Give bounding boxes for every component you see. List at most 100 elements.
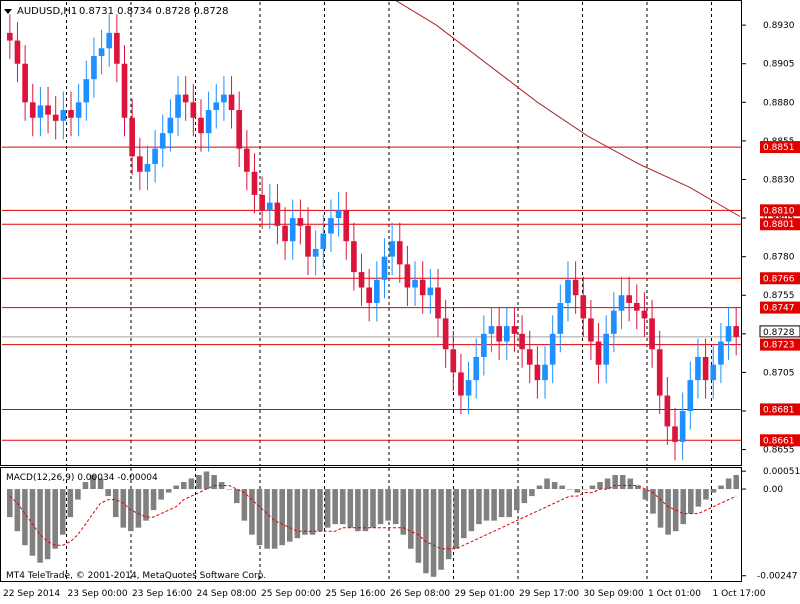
y-tick-label: 0.8905 xyxy=(763,60,795,70)
bull-candle xyxy=(679,410,686,442)
level-tag-label: 0.8747 xyxy=(763,304,795,314)
y-tick-label: 0.8880 xyxy=(763,98,795,108)
dropdown-triangle-icon[interactable] xyxy=(4,9,12,14)
bear-candle xyxy=(580,295,587,319)
level-tag-label: 0.8810 xyxy=(763,206,795,216)
x-tick-label: 30 Sep 09:00 xyxy=(584,589,644,599)
bull-candle xyxy=(710,364,717,381)
macd-histogram-bar xyxy=(97,478,104,490)
macd-label: MACD(12,26,9) 0.00034 -0.00004 xyxy=(6,473,158,483)
macd-histogram-bar xyxy=(612,475,618,490)
bear-candle xyxy=(458,372,464,396)
bear-candle xyxy=(733,326,739,337)
x-tick-label: 22 Sep 2014 xyxy=(3,589,60,599)
macd-histogram-bar xyxy=(218,482,225,490)
bear-candle xyxy=(121,63,128,118)
bear-candle xyxy=(588,318,594,342)
macd-histogram-bar xyxy=(536,485,543,490)
macd-tick-label: 0.00051 xyxy=(763,467,800,477)
bull-candle xyxy=(106,32,113,49)
macd-histogram-bar xyxy=(302,489,308,535)
bear-candle xyxy=(626,295,632,303)
bull-candle xyxy=(335,210,342,219)
bear-candle xyxy=(519,333,525,350)
macd-histogram-bar xyxy=(29,489,36,556)
macd-histogram-bar xyxy=(67,489,74,518)
bear-candle xyxy=(274,202,281,226)
bear-candle xyxy=(190,102,197,118)
macd-histogram-bar xyxy=(408,489,414,549)
macd-histogram-bar xyxy=(309,489,316,535)
bear-candle xyxy=(435,287,441,319)
macd-histogram-bar xyxy=(324,489,331,528)
macd-histogram-bar xyxy=(551,482,558,490)
bull-candle xyxy=(91,56,97,80)
bear-candle xyxy=(526,349,533,365)
symbol-title: AUDUSD,H1 xyxy=(17,6,77,17)
bull-candle xyxy=(159,133,166,149)
level-tag xyxy=(760,204,800,217)
bear-candle xyxy=(672,426,678,442)
macd-tick-label: -0.00247 xyxy=(757,572,797,582)
bull-candle xyxy=(695,356,701,381)
bear-candle xyxy=(68,110,74,118)
bull-candle xyxy=(75,102,82,118)
macd-histogram-bar xyxy=(529,489,535,497)
bull-candle xyxy=(175,94,181,118)
bear-candle xyxy=(22,63,28,103)
macd-histogram-bar xyxy=(143,489,149,521)
level-tag-label: 0.8661 xyxy=(763,436,795,446)
bull-candle xyxy=(687,380,694,411)
level-tag-label: 0.8723 xyxy=(763,341,795,351)
macd-histogram-bar xyxy=(165,489,172,493)
level-tag xyxy=(760,301,800,314)
macd-histogram-bar xyxy=(226,489,233,490)
bear-candle xyxy=(45,105,51,115)
y-tick-label: 0.8705 xyxy=(763,368,795,378)
macd-histogram-bar xyxy=(347,489,354,528)
macd-histogram-bar xyxy=(181,482,187,490)
macd-histogram-bar xyxy=(362,489,369,532)
x-tick-label: 29 Sep 17:00 xyxy=(519,589,579,599)
bull-candle xyxy=(320,233,327,249)
bear-candle xyxy=(366,287,372,303)
y-tick-label: 0.8930 xyxy=(763,21,795,31)
y-tick-label: 0.8655 xyxy=(763,446,795,456)
macd-histogram-bar xyxy=(377,489,384,525)
macd-histogram-bar xyxy=(196,475,202,490)
level-tag xyxy=(760,272,800,285)
bear-candle xyxy=(649,318,655,350)
bull-candle xyxy=(481,333,487,357)
bear-candle xyxy=(14,40,21,64)
bear-candle xyxy=(511,326,518,334)
bear-candle xyxy=(297,218,304,226)
bear-candle xyxy=(136,156,143,172)
bull-candle xyxy=(152,148,158,165)
macd-histogram-bar xyxy=(445,489,452,560)
macd-histogram-bar xyxy=(317,489,323,532)
bear-candle xyxy=(641,310,648,319)
macd-histogram-bar xyxy=(37,489,43,563)
macd-histogram-bar xyxy=(112,489,119,518)
macd-histogram-bar xyxy=(710,489,717,493)
macd-pane-frame xyxy=(0,467,742,582)
macd-histogram-bar xyxy=(150,489,157,511)
bear-candle xyxy=(182,94,189,103)
macd-histogram-bar xyxy=(619,475,626,490)
bull-candle xyxy=(266,202,273,211)
bear-candle xyxy=(7,32,13,41)
current-price-tag xyxy=(759,325,800,338)
bull-candle xyxy=(374,279,380,303)
bear-candle xyxy=(52,114,59,121)
macd-histogram-bar xyxy=(513,489,520,511)
x-tick-label: 25 Sep 00:00 xyxy=(261,589,321,599)
bear-candle xyxy=(129,117,135,157)
macd-histogram-bar xyxy=(14,489,21,532)
macd-histogram-bar xyxy=(468,489,475,532)
macd-histogram-bar xyxy=(430,489,437,577)
bull-candle xyxy=(412,279,418,288)
macd-histogram-bar xyxy=(688,489,694,514)
level-tag xyxy=(760,218,800,231)
